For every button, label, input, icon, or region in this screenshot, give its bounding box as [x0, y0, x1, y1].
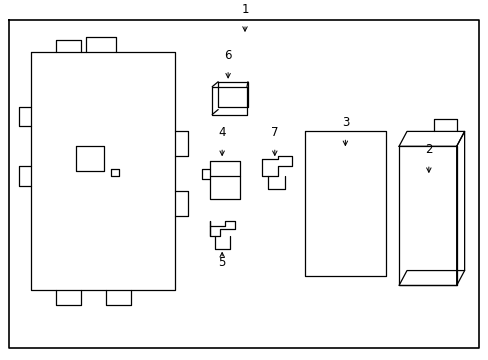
Text: 7: 7: [270, 126, 278, 139]
Text: 3: 3: [341, 116, 348, 130]
Text: 5: 5: [218, 256, 225, 269]
Text: 2: 2: [424, 143, 432, 156]
Text: 1: 1: [241, 3, 248, 16]
Text: 6: 6: [224, 49, 231, 62]
Text: 4: 4: [218, 126, 225, 139]
